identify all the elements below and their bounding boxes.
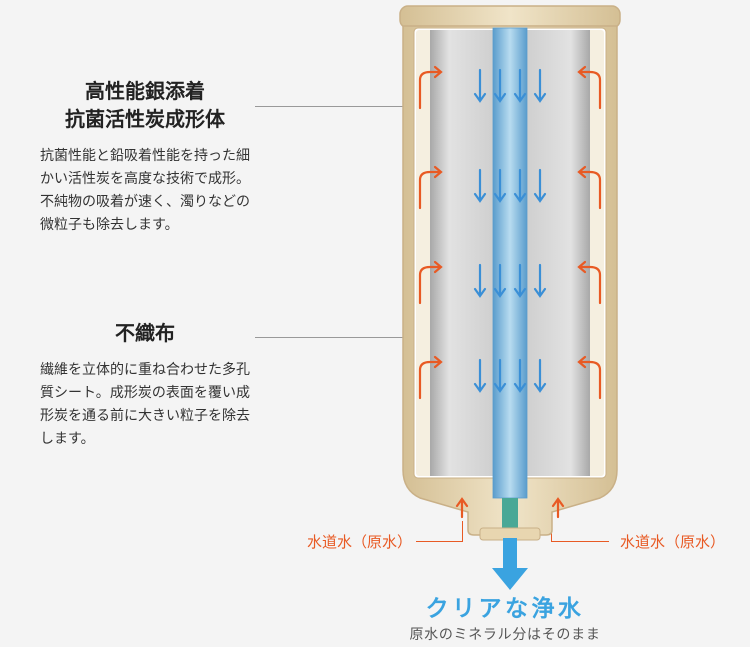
filter-diagram — [380, 0, 640, 590]
output-subtext: 原水のミネラル分はそのまま — [300, 624, 710, 644]
callout-nonwoven-body: 繊維を立体的に重ね合わせた多孔質シート。成形炭の表面を覆い成形炭を通る前に大きい… — [40, 358, 250, 450]
output-arrow-icon — [492, 538, 528, 590]
callout-nonwoven-title: 不織布 — [40, 320, 250, 348]
callout-carbon-title: 高性能銀添着 抗菌活性炭成形体 — [40, 78, 250, 134]
callout-nonwoven: 不織布 繊維を立体的に重ね合わせた多孔質シート。成形炭の表面を覆い成形炭を通る前… — [40, 320, 250, 450]
output-title: クリアな浄水 — [300, 589, 710, 623]
filter-svg — [380, 0, 640, 590]
callout-carbon: 高性能銀添着 抗菌活性炭成形体 抗菌性能と鉛吸着性能を持った細かい活性炭を高度な… — [40, 78, 250, 236]
outlet-stem — [502, 498, 518, 530]
callout-carbon-body: 抗菌性能と鉛吸着性能を持った細かい活性炭を高度な技術で成形。不純物の吸着が速く、… — [40, 144, 250, 236]
